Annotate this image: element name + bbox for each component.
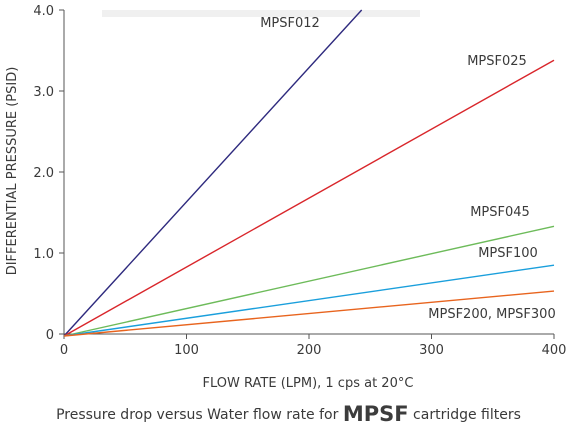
y-tick-label: 1.0 [33,247,54,262]
x-tick-label: 300 [419,343,444,358]
series-line [63,290,555,337]
series-line [63,225,555,337]
y-axis-label: DIFFERENTIAL PRESSURE (PSID) [5,67,20,276]
caption-suffix: cartridge filters [408,407,521,423]
y-tick-label: 0 [46,328,54,343]
series-line [63,9,363,337]
series-label: MPSF200, MPSF300 [428,307,555,322]
x-tick-label: 400 [542,343,567,358]
x-axis-label: FLOW RATE (LPM), 1 cps at 20°C [203,376,414,391]
series-label: MPSF025 [467,54,527,69]
x-tick-label: 100 [174,343,199,358]
x-tick-label: 200 [297,343,322,358]
plot-top-band [102,10,420,17]
plot-area: 0 1.0 2.0 3.0 4.0 0 100 200 300 400 MPSF012 MPSF025… [33,4,566,358]
series-line [63,59,555,337]
x-tick-label: 0 [60,343,68,358]
y-tick-label: 4.0 [33,4,54,19]
y-tick-label: 2.0 [33,166,54,181]
y-tick-label: 3.0 [33,85,54,100]
series-label: MPSF012 [260,16,320,31]
caption-brand: MPSF [342,402,409,426]
figure-caption: Pressure drop versus Water flow rate for… [0,402,577,426]
series-label: MPSF045 [470,205,530,220]
series-line [63,264,555,337]
series-label: MPSF100 [478,246,538,261]
caption-prefix: Pressure drop versus Water flow rate for [56,407,343,423]
